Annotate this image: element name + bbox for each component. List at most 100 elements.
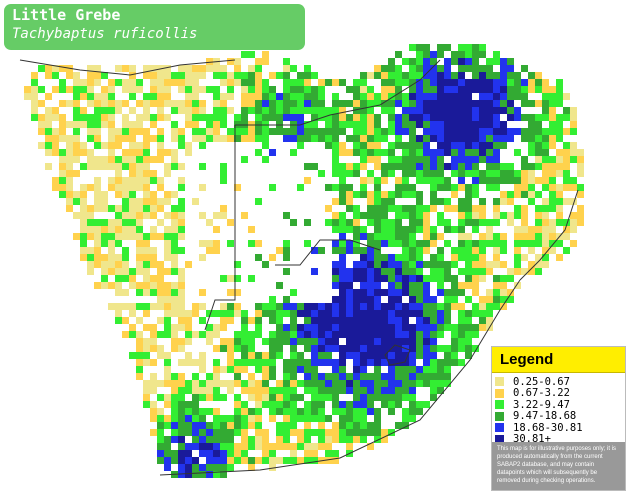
grid-cell (332, 429, 339, 436)
grid-cell (493, 135, 500, 142)
grid-cell (185, 464, 192, 471)
grid-cell (444, 44, 451, 51)
grid-cell (234, 135, 241, 142)
grid-cell (178, 198, 185, 205)
grid-cell (332, 324, 339, 331)
grid-cell (213, 100, 220, 107)
grid-cell (80, 142, 87, 149)
grid-cell (87, 100, 94, 107)
grid-cell (402, 394, 409, 401)
grid-cell (199, 464, 206, 471)
grid-cell (276, 345, 283, 352)
grid-cell (332, 198, 339, 205)
grid-cell (164, 240, 171, 247)
grid-cell (227, 93, 234, 100)
grid-cell (479, 72, 486, 79)
grid-cell (157, 142, 164, 149)
grid-cell (381, 93, 388, 100)
grid-cell (171, 107, 178, 114)
grid-cell (360, 317, 367, 324)
grid-cell (87, 261, 94, 268)
grid-cell (388, 142, 395, 149)
grid-cell (178, 324, 185, 331)
grid-cell (423, 44, 430, 51)
grid-cell (395, 135, 402, 142)
grid-cell (171, 72, 178, 79)
grid-cell (332, 338, 339, 345)
grid-cell (374, 142, 381, 149)
grid-cell (220, 170, 227, 177)
grid-cell (185, 380, 192, 387)
grid-cell (479, 247, 486, 254)
grid-cell (199, 317, 206, 324)
grid-cell (395, 163, 402, 170)
grid-cell (444, 261, 451, 268)
grid-cell (297, 331, 304, 338)
grid-cell (94, 100, 101, 107)
grid-cell (143, 191, 150, 198)
grid-cell (45, 107, 52, 114)
grid-cell (108, 261, 115, 268)
grid-cell (164, 464, 171, 471)
grid-cell (129, 156, 136, 163)
grid-cell (346, 275, 353, 282)
grid-cell (157, 100, 164, 107)
grid-cell (129, 226, 136, 233)
grid-cell (416, 352, 423, 359)
grid-cell (157, 177, 164, 184)
grid-cell (150, 135, 157, 142)
grid-cell (199, 359, 206, 366)
grid-cell (556, 198, 563, 205)
grid-cell (192, 408, 199, 415)
grid-cell (521, 170, 528, 177)
grid-cell (122, 163, 129, 170)
grid-cell (416, 296, 423, 303)
grid-cell (381, 268, 388, 275)
grid-cell (276, 436, 283, 443)
grid-cell (346, 303, 353, 310)
grid-cell (339, 121, 346, 128)
grid-cell (129, 86, 136, 93)
grid-cell (73, 100, 80, 107)
grid-cell (262, 310, 269, 317)
grid-cell (409, 310, 416, 317)
grid-cell (423, 233, 430, 240)
grid-cell (528, 233, 535, 240)
grid-cell (297, 128, 304, 135)
grid-cell (122, 86, 129, 93)
grid-cell (409, 170, 416, 177)
grid-cell (283, 429, 290, 436)
grid-cell (255, 135, 262, 142)
grid-cell (500, 121, 507, 128)
grid-cell (185, 443, 192, 450)
grid-cell (339, 114, 346, 121)
grid-cell (297, 359, 304, 366)
grid-cell (423, 149, 430, 156)
legend-label: 0.67-3.22 (513, 387, 570, 400)
grid-cell (157, 331, 164, 338)
grid-cell (367, 170, 374, 177)
grid-cell (213, 345, 220, 352)
grid-cell (325, 303, 332, 310)
grid-cell (374, 394, 381, 401)
grid-cell (367, 275, 374, 282)
grid-cell (311, 107, 318, 114)
grid-cell (458, 121, 465, 128)
grid-cell (542, 86, 549, 93)
grid-cell (318, 345, 325, 352)
grid-cell (416, 72, 423, 79)
grid-cell (430, 261, 437, 268)
grid-cell (563, 198, 570, 205)
grid-cell (220, 100, 227, 107)
grid-cell (185, 457, 192, 464)
grid-cell (276, 380, 283, 387)
grid-cell (402, 366, 409, 373)
grid-cell (185, 86, 192, 93)
grid-cell (381, 289, 388, 296)
grid-cell (479, 212, 486, 219)
grid-cell (367, 100, 374, 107)
grid-cell (360, 345, 367, 352)
grid-cell (143, 198, 150, 205)
grid-cell (129, 163, 136, 170)
grid-cell (262, 380, 269, 387)
